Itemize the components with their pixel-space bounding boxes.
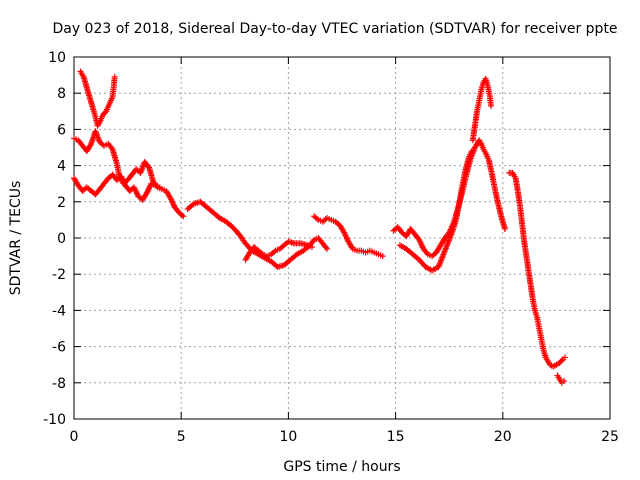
y-tick-label: 10 <box>48 50 66 66</box>
y-tick-label: -4 <box>52 303 66 319</box>
data-layer <box>71 68 568 386</box>
data-point <box>501 225 508 232</box>
series-segment-j <box>506 169 568 370</box>
x-axis-label: GPS time / hours <box>283 459 400 475</box>
x-tick-label: 20 <box>494 429 512 445</box>
x-tick-label: 0 <box>70 429 79 445</box>
series-segment-k <box>554 372 567 386</box>
series-segment-d <box>184 198 330 270</box>
data-point <box>180 213 187 220</box>
series-segment-a <box>71 128 187 220</box>
y-tick-label: -10 <box>43 412 66 428</box>
series-segment-c <box>77 68 118 129</box>
data-point <box>308 244 315 251</box>
y-tick-label: 4 <box>57 159 66 175</box>
data-point <box>310 238 317 245</box>
data-point <box>488 102 495 109</box>
x-tick-label: 25 <box>601 429 619 445</box>
y-tick-label: 6 <box>57 122 66 138</box>
data-point <box>468 148 475 155</box>
series-segment-e <box>242 238 315 263</box>
data-point <box>561 354 568 361</box>
tick-layer: 0 5 10 15 20 25 -10 -8 -6 -4 -2 0 2 4 6 8 10 <box>43 50 619 445</box>
data-point <box>322 244 329 251</box>
series-segment-h <box>396 148 475 274</box>
y-axis-label: SDTVAR / TECUs <box>8 181 24 296</box>
series-segment-b <box>71 171 163 203</box>
series-segment-i <box>469 75 495 144</box>
x-tick-label: 5 <box>177 429 186 445</box>
series-segment-f <box>311 213 386 260</box>
y-tick-label: -2 <box>52 267 66 283</box>
y-tick-label: 2 <box>57 195 66 211</box>
data-point <box>423 249 430 256</box>
data-point <box>111 73 118 80</box>
y-tick-label: -6 <box>52 340 66 356</box>
data-point <box>156 184 163 191</box>
data-point <box>323 245 330 252</box>
data-point <box>558 357 565 364</box>
data-point <box>560 377 567 384</box>
data-point <box>379 253 386 260</box>
y-tick-label: 0 <box>57 231 66 247</box>
y-tick-label: -8 <box>52 376 66 392</box>
data-point <box>102 109 109 116</box>
plot-frame <box>73 56 611 420</box>
y-tick-label: 8 <box>57 86 66 102</box>
x-tick-label: 15 <box>387 429 405 445</box>
x-tick-label: 10 <box>279 429 297 445</box>
chart-title: Day 023 of 2018, Sidereal Day-to-day VTE… <box>52 21 617 37</box>
grid-layer <box>74 57 610 419</box>
